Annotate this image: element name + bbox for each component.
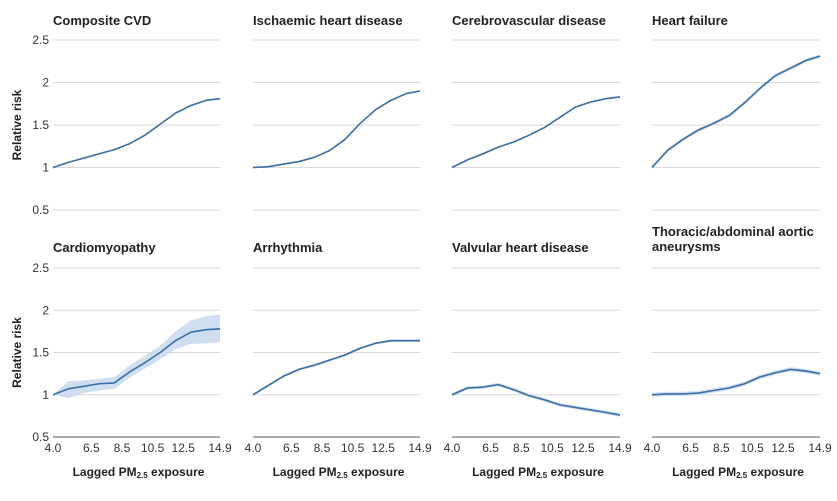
x-tick-label: 4.0: [245, 441, 262, 455]
panel-title: aneurysms: [652, 239, 721, 254]
y-tick-label: 1: [42, 388, 49, 402]
panel-title: Arrhythmia: [253, 240, 323, 255]
x-tick-label: 14.9: [408, 441, 432, 455]
y-axis-label: Relative risk: [10, 89, 24, 160]
x-axis-label: Lagged PM2.5 exposure: [73, 465, 205, 480]
panel-title: Ischaemic heart disease: [253, 13, 403, 28]
confidence-band: [652, 367, 820, 397]
y-tick-label: 2.5: [32, 261, 49, 275]
x-tick-label: 4.0: [444, 441, 461, 455]
confidence-band: [652, 54, 820, 170]
series-line: [252, 90, 421, 169]
x-axis-label: Lagged PM2.5 exposure: [672, 465, 804, 480]
x-tick-label: 6.5: [83, 441, 100, 455]
panel-5: Cardiomyopathy 0.5 1 1.5 2 2.5 4.0 6.5 8.5 10.5 12…: [32, 240, 232, 455]
x-tick-label: 12.5: [172, 441, 196, 455]
series-line: [451, 383, 621, 416]
x-tick-label: 8.5: [513, 441, 530, 455]
x-tick-label: 6.5: [482, 441, 499, 455]
x-tick-label: 14.9: [608, 441, 632, 455]
series-line: [451, 96, 621, 169]
y-tick-label: 2: [42, 303, 49, 317]
x-tick-label: 8.5: [114, 441, 131, 455]
x-tick-label: 4.0: [644, 441, 661, 455]
confidence-band: [53, 314, 220, 399]
confidence-band: [253, 90, 420, 169]
series-line: [651, 55, 821, 169]
x-tick-label: 6.5: [283, 441, 300, 455]
y-tick-label: 1: [42, 161, 49, 175]
series-line: [52, 97, 221, 169]
x-axis-label: Lagged PM2.5 exposure: [472, 465, 604, 480]
x-tick-label: 12.5: [771, 441, 795, 455]
y-tick-label: 1.5: [32, 346, 49, 360]
x-tick-label: 8.5: [314, 441, 331, 455]
series-line: [52, 328, 221, 396]
x-tick-label: 10.5: [541, 441, 565, 455]
panel-title: Cardiomyopathy: [53, 240, 156, 255]
panel-title: Thoracic/abdominal aortic: [652, 224, 814, 239]
panel-4: Heart failure: [651, 13, 821, 211]
y-tick-label: 0.5: [32, 203, 49, 217]
y-axis-label: Relative risk: [10, 317, 24, 388]
confidence-band: [253, 339, 420, 397]
panel-7: Valvular heart disease 4.0 6.5 8.5 10.5 12.5 1…: [444, 240, 632, 455]
confidence-band: [53, 97, 220, 169]
panel-1: Composite CVD 0.5 1 1.5 2 2.5: [32, 13, 221, 217]
series-line: [651, 368, 821, 396]
y-tick-label: 2.5: [32, 33, 49, 47]
panel-2: Ischaemic heart disease: [252, 13, 421, 211]
x-tick-label: 12.5: [571, 441, 595, 455]
panel-title: Heart failure: [652, 13, 728, 28]
x-tick-label: 10.5: [341, 441, 365, 455]
y-tick-label: 0.5: [32, 430, 49, 444]
x-tick-label: 6.5: [682, 441, 699, 455]
x-tick-label: 14.9: [208, 441, 232, 455]
y-tick-label: 1.5: [32, 118, 49, 132]
panel-3: Cerebrovascular disease: [451, 13, 621, 211]
panel-title: Cerebrovascular disease: [452, 13, 606, 28]
x-tick-label: 10.5: [741, 441, 765, 455]
y-tick-label: 2: [42, 76, 49, 90]
panel-title: Composite CVD: [53, 13, 151, 28]
panel-title: Valvular heart disease: [452, 240, 589, 255]
panel-6: Arrhythmia 4.0 6.5 8.5 10.5 12.5 14.9: [245, 240, 432, 455]
x-tick-label: 4.0: [45, 441, 62, 455]
x-tick-label: 14.9: [808, 441, 832, 455]
x-tick-label: 12.5: [372, 441, 396, 455]
series-line: [252, 339, 420, 396]
x-tick-label: 8.5: [713, 441, 730, 455]
x-tick-label: 10.5: [141, 441, 165, 455]
x-axis-label: Lagged PM2.5 exposure: [273, 465, 405, 480]
